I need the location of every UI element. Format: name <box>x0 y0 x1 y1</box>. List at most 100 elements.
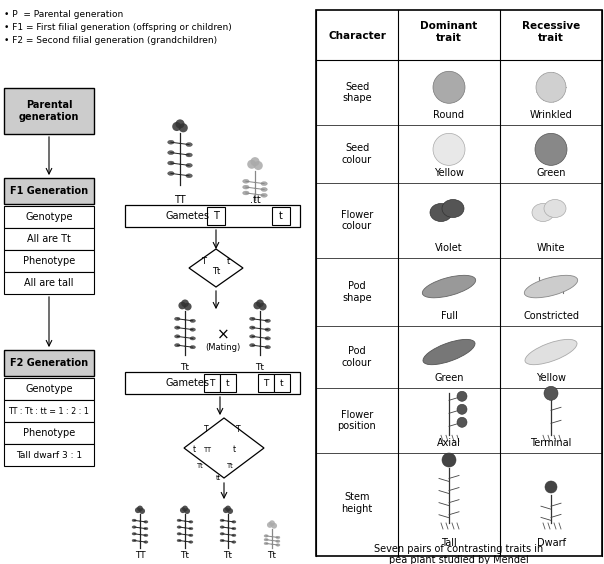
Circle shape <box>137 505 143 512</box>
Text: Stem
height: Stem height <box>341 492 373 514</box>
Text: T: T <box>204 425 208 434</box>
Text: Tt: Tt <box>212 267 220 276</box>
Text: Terminal: Terminal <box>530 438 572 448</box>
Bar <box>4 272 94 294</box>
Text: T: T <box>236 425 240 434</box>
Ellipse shape <box>220 526 224 528</box>
Circle shape <box>536 72 566 102</box>
Text: TT : Tt : tt = 1 : 2 : 1: TT : Tt : tt = 1 : 2 : 1 <box>8 407 89 416</box>
Circle shape <box>247 160 256 169</box>
Circle shape <box>457 391 467 402</box>
Circle shape <box>223 507 229 513</box>
Bar <box>207 207 225 225</box>
Ellipse shape <box>532 204 554 222</box>
Ellipse shape <box>190 346 196 349</box>
Text: t: t <box>280 378 284 387</box>
Ellipse shape <box>249 335 255 338</box>
Text: • F2 = Second filial generation (grandchildren): • F2 = Second filial generation (grandch… <box>4 36 217 45</box>
Text: Genotype: Genotype <box>25 212 72 222</box>
Ellipse shape <box>175 335 180 338</box>
Circle shape <box>135 507 141 513</box>
Text: Dominant
trait: Dominant trait <box>420 21 478 43</box>
Circle shape <box>269 520 275 526</box>
Text: Tall: Tall <box>441 538 457 548</box>
Ellipse shape <box>189 534 193 536</box>
Ellipse shape <box>261 182 268 186</box>
Ellipse shape <box>442 200 464 218</box>
Text: .tt: .tt <box>249 195 260 205</box>
Ellipse shape <box>243 185 249 189</box>
Circle shape <box>184 303 191 310</box>
Text: Constricted: Constricted <box>523 311 579 321</box>
Text: Dwarf: Dwarf <box>536 538 565 548</box>
Ellipse shape <box>190 328 196 331</box>
Ellipse shape <box>261 193 268 197</box>
Ellipse shape <box>264 535 268 537</box>
Bar <box>316 10 602 556</box>
Text: Flower
position: Flower position <box>338 409 376 431</box>
Text: All are Tt: All are Tt <box>27 234 71 244</box>
Bar <box>4 378 94 400</box>
Circle shape <box>175 120 185 129</box>
Ellipse shape <box>276 540 280 543</box>
Text: Flower
colour: Flower colour <box>341 210 373 231</box>
Bar <box>4 350 94 376</box>
Text: Axial: Axial <box>437 438 461 448</box>
Ellipse shape <box>186 164 192 168</box>
Text: Tt: Tt <box>255 364 265 372</box>
Bar <box>125 205 300 227</box>
Text: T: T <box>263 378 269 387</box>
Text: Tt: Tt <box>181 550 190 559</box>
Text: Tt: Tt <box>226 463 233 469</box>
Text: TT: TT <box>174 195 186 205</box>
Text: F2 Generation: F2 Generation <box>10 358 88 368</box>
Circle shape <box>545 481 557 493</box>
Text: Tall dwarf 3 : 1: Tall dwarf 3 : 1 <box>16 451 82 460</box>
Circle shape <box>271 523 277 528</box>
Ellipse shape <box>264 542 268 545</box>
Circle shape <box>182 505 188 512</box>
Text: Seed
shape: Seed shape <box>342 82 372 103</box>
Ellipse shape <box>232 521 236 523</box>
Ellipse shape <box>177 539 181 542</box>
Circle shape <box>256 299 264 307</box>
Ellipse shape <box>265 346 271 349</box>
Ellipse shape <box>264 539 268 541</box>
Ellipse shape <box>186 174 192 178</box>
Circle shape <box>267 522 273 528</box>
Ellipse shape <box>189 521 193 523</box>
Text: t: t <box>193 446 196 455</box>
Circle shape <box>184 508 190 514</box>
Text: TT: TT <box>135 550 146 559</box>
Text: T: T <box>202 258 207 267</box>
Ellipse shape <box>177 526 181 528</box>
Ellipse shape <box>132 532 137 535</box>
Ellipse shape <box>422 275 476 298</box>
Text: t: t <box>226 378 230 387</box>
Circle shape <box>259 303 266 310</box>
Ellipse shape <box>232 527 236 530</box>
Ellipse shape <box>276 536 280 539</box>
Text: T: T <box>213 211 219 221</box>
Text: Parental
generation: Parental generation <box>19 100 79 122</box>
Ellipse shape <box>220 532 224 535</box>
Circle shape <box>172 122 181 131</box>
Text: Phenotype: Phenotype <box>23 256 75 266</box>
Circle shape <box>251 157 260 166</box>
Bar <box>220 374 236 392</box>
Text: Character: Character <box>328 31 386 41</box>
Ellipse shape <box>132 539 137 542</box>
Text: Green: Green <box>536 168 566 178</box>
Text: Recessive
trait: Recessive trait <box>522 21 580 43</box>
Ellipse shape <box>132 526 137 528</box>
Text: Violet: Violet <box>435 243 463 253</box>
Ellipse shape <box>190 319 196 323</box>
Ellipse shape <box>265 319 271 323</box>
Text: Yellow: Yellow <box>434 168 464 178</box>
Ellipse shape <box>175 326 180 329</box>
Ellipse shape <box>168 151 174 155</box>
Bar <box>4 228 94 250</box>
Text: t: t <box>226 258 230 267</box>
Text: t: t <box>233 446 236 455</box>
Ellipse shape <box>430 204 452 222</box>
